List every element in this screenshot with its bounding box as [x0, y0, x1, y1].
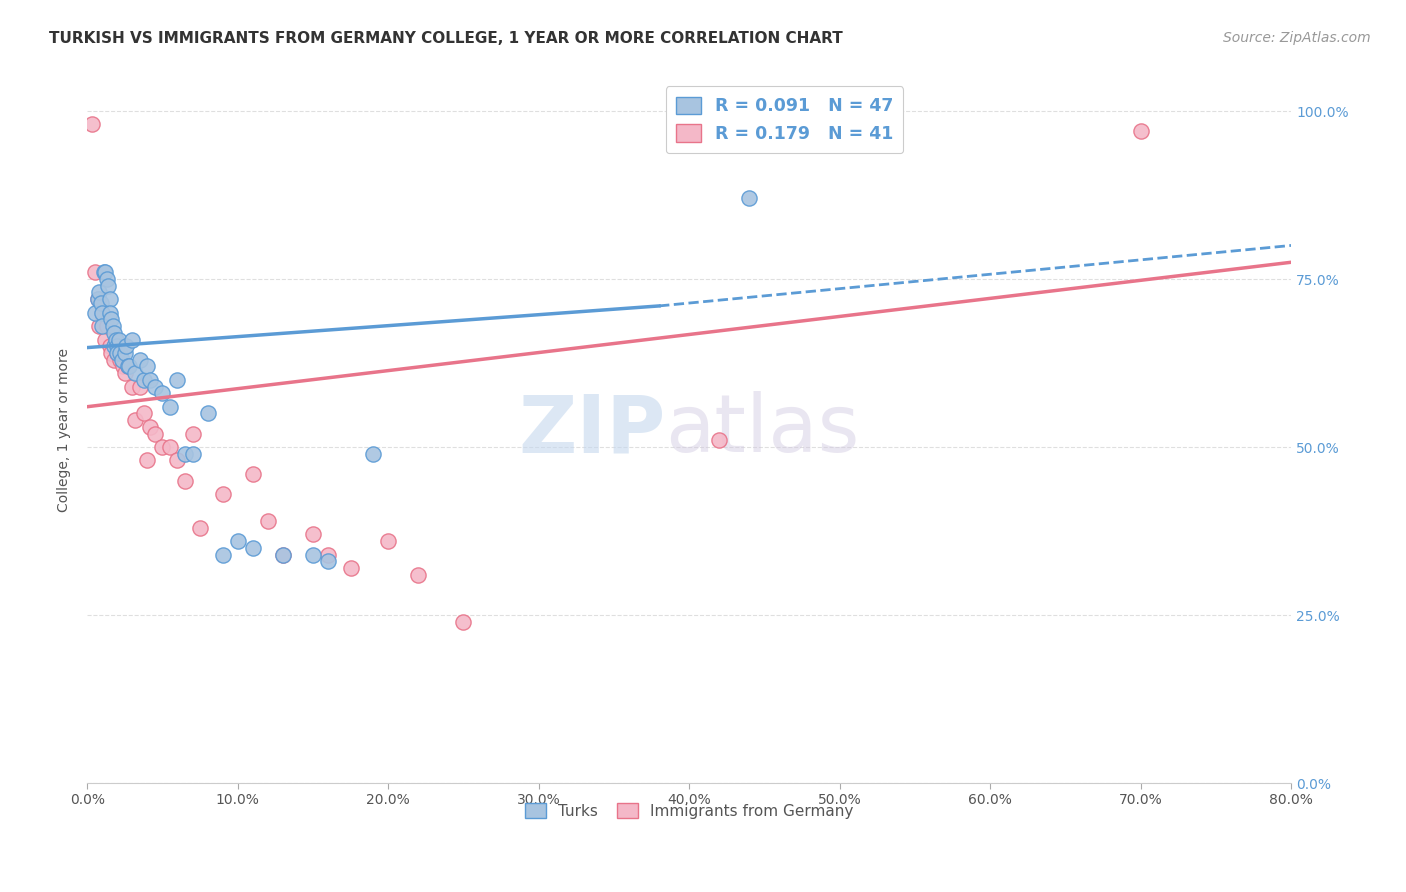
- Point: [100, 312, 122, 326]
- Point: [111, 352, 134, 367]
- Point: [302, 548, 325, 562]
- Point: [89, 319, 111, 334]
- Point: [83, 265, 105, 279]
- Point: [121, 333, 143, 347]
- Point: [83, 305, 105, 319]
- Point: [361, 447, 384, 461]
- Point: [98, 292, 121, 306]
- Point: [134, 406, 156, 420]
- Point: [226, 534, 249, 549]
- Point: [188, 521, 211, 535]
- Point: [96, 319, 118, 334]
- Point: [152, 386, 174, 401]
- Point: [316, 554, 339, 568]
- Point: [91, 319, 114, 334]
- Point: [103, 352, 125, 367]
- Point: [197, 406, 219, 420]
- Point: [339, 561, 361, 575]
- Point: [105, 339, 128, 353]
- Point: [738, 191, 761, 205]
- Point: [114, 346, 136, 360]
- Point: [139, 373, 162, 387]
- Point: [93, 265, 115, 279]
- Point: [96, 272, 118, 286]
- Point: [103, 326, 125, 340]
- Point: [124, 413, 146, 427]
- Point: [94, 265, 117, 279]
- Point: [117, 359, 139, 374]
- Point: [110, 346, 132, 360]
- Point: [709, 434, 731, 448]
- Point: [377, 534, 399, 549]
- Point: [114, 366, 136, 380]
- Point: [136, 359, 159, 374]
- Point: [136, 453, 159, 467]
- Point: [104, 333, 127, 347]
- Point: [128, 352, 150, 367]
- Point: [90, 295, 112, 310]
- Y-axis label: College, 1 year or more: College, 1 year or more: [58, 348, 72, 512]
- Point: [271, 548, 294, 562]
- Point: [166, 373, 188, 387]
- Point: [271, 548, 294, 562]
- Point: [86, 292, 108, 306]
- Point: [143, 379, 166, 393]
- Text: TURKISH VS IMMIGRANTS FROM GERMANY COLLEGE, 1 YEAR OR MORE CORRELATION CHART: TURKISH VS IMMIGRANTS FROM GERMANY COLLE…: [49, 31, 844, 46]
- Point: [166, 453, 188, 467]
- Point: [302, 527, 325, 541]
- Point: [112, 359, 135, 374]
- Point: [1129, 124, 1152, 138]
- Point: [101, 319, 124, 334]
- Point: [134, 373, 156, 387]
- Point: [110, 352, 132, 367]
- Point: [91, 305, 114, 319]
- Point: [242, 541, 264, 555]
- Point: [107, 333, 129, 347]
- Point: [97, 278, 120, 293]
- Point: [181, 426, 204, 441]
- Point: [408, 567, 430, 582]
- Point: [91, 305, 114, 319]
- Text: atlas: atlas: [665, 392, 859, 469]
- Point: [453, 615, 475, 629]
- Point: [211, 487, 233, 501]
- Point: [98, 305, 121, 319]
- Point: [124, 366, 146, 380]
- Legend: Turks, Immigrants from Germany: Turks, Immigrants from Germany: [519, 797, 859, 825]
- Text: ZIP: ZIP: [517, 392, 665, 469]
- Point: [139, 420, 162, 434]
- Point: [159, 440, 181, 454]
- Point: [121, 379, 143, 393]
- Point: [316, 548, 339, 562]
- Point: [86, 292, 108, 306]
- Point: [98, 339, 121, 353]
- Point: [117, 359, 139, 374]
- Point: [80, 118, 103, 132]
- Point: [256, 514, 278, 528]
- Point: [242, 467, 264, 481]
- Point: [174, 474, 197, 488]
- Point: [103, 339, 125, 353]
- Point: [211, 548, 233, 562]
- Point: [159, 400, 181, 414]
- Point: [143, 426, 166, 441]
- Point: [105, 346, 128, 360]
- Point: [100, 346, 122, 360]
- Text: Source: ZipAtlas.com: Source: ZipAtlas.com: [1223, 31, 1371, 45]
- Point: [181, 447, 204, 461]
- Point: [174, 447, 197, 461]
- Point: [105, 346, 128, 360]
- Point: [89, 285, 111, 300]
- Point: [152, 440, 174, 454]
- Point: [104, 333, 127, 347]
- Point: [94, 333, 117, 347]
- Point: [115, 339, 138, 353]
- Point: [128, 379, 150, 393]
- Point: [118, 359, 141, 374]
